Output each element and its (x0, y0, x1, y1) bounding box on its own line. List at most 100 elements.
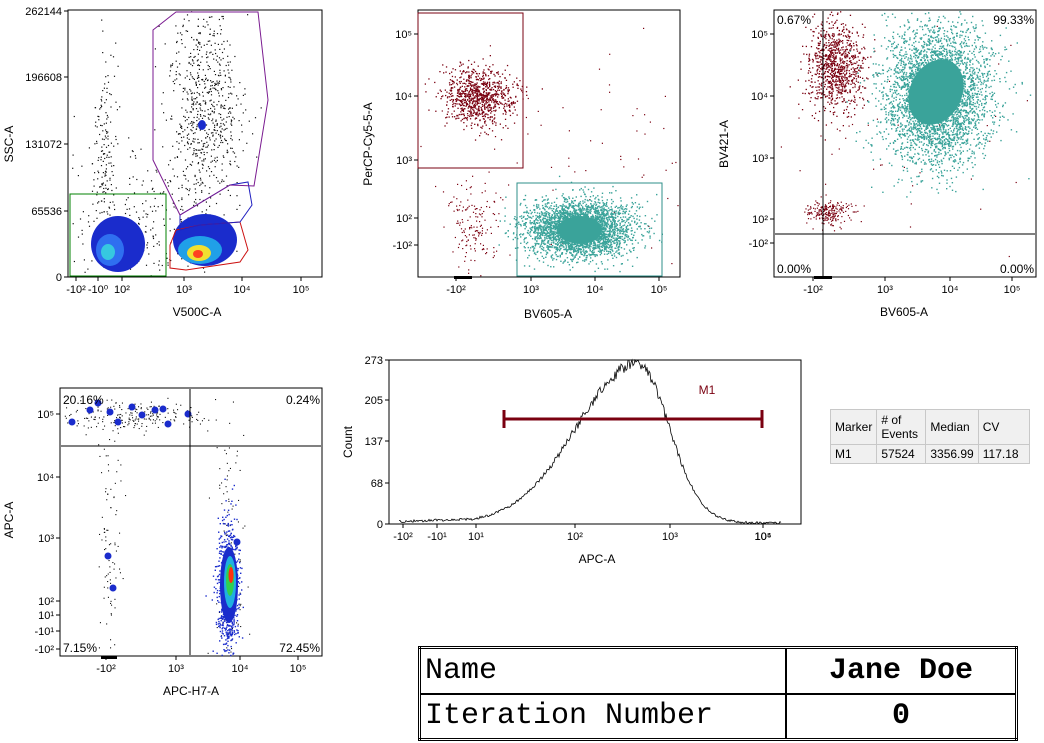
event-dot (486, 86, 488, 88)
event-dot (556, 223, 558, 226)
event-dot (209, 33, 211, 35)
event-dot (636, 218, 638, 220)
event-dot (592, 253, 594, 256)
event-dot (562, 243, 565, 245)
event-dot (607, 237, 610, 240)
event-dot (195, 84, 197, 86)
event-dot (425, 91, 427, 93)
event-dot (466, 236, 468, 238)
event-dot (604, 209, 607, 211)
event-dot (214, 166, 216, 168)
event-dot (193, 56, 195, 58)
event-dot (535, 253, 537, 256)
event-dot (209, 88, 211, 91)
event-dot (198, 76, 200, 79)
event-dot (509, 223, 511, 225)
event-dot (145, 225, 147, 227)
event-dot (467, 85, 470, 87)
event-dot (531, 238, 534, 240)
event-dot (105, 187, 107, 189)
event-dot (617, 240, 619, 242)
event-dot (533, 226, 536, 228)
event-dot (245, 109, 247, 111)
event-dot (451, 113, 453, 115)
event-dot (614, 234, 616, 236)
event-dot (554, 214, 556, 217)
event-dot (580, 208, 582, 210)
event-dot (596, 238, 599, 240)
event-dot (214, 108, 216, 110)
event-dot (612, 213, 614, 215)
event-dot (478, 73, 480, 75)
event-dot (555, 248, 557, 251)
event-dot (105, 174, 107, 176)
event-dot (486, 82, 488, 84)
event-dot (209, 28, 211, 30)
event-dot (626, 231, 628, 233)
event-dot (220, 74, 222, 76)
event-dot (474, 104, 476, 106)
event-dot (528, 254, 530, 257)
event-dot (552, 239, 554, 241)
event-dot (520, 202, 522, 205)
event-dot (649, 121, 651, 123)
event-dot (223, 156, 225, 158)
event-dot (463, 101, 466, 104)
event-dot (485, 96, 487, 98)
event-dot (490, 107, 493, 109)
event-dot (516, 114, 518, 116)
event-dot (471, 81, 473, 83)
event-dot (485, 75, 487, 77)
event-dot (556, 227, 559, 229)
event-dot (199, 49, 201, 51)
event-dot (105, 171, 107, 173)
event-dot (610, 212, 613, 214)
event-dot (497, 93, 499, 95)
event-dot (469, 80, 471, 83)
event-dot (638, 219, 641, 221)
event-dot (219, 134, 222, 136)
event-dot (198, 93, 200, 95)
event-dot (219, 64, 221, 66)
event-dot (474, 118, 476, 120)
event-dot (564, 248, 566, 251)
event-dot (592, 259, 594, 262)
event-dot (223, 70, 225, 72)
event-dot (497, 87, 499, 89)
event-dot (198, 103, 200, 105)
event-dot (450, 84, 452, 86)
event-dot (489, 206, 491, 208)
event-dot (201, 79, 203, 81)
event-dot (198, 118, 200, 120)
event-dot (504, 77, 506, 79)
event-dot (218, 18, 220, 21)
event-dot (187, 141, 189, 143)
event-dot (493, 106, 495, 108)
event-dot (474, 123, 476, 125)
event-dot (509, 254, 511, 256)
event-dot (212, 87, 214, 89)
event-dot (516, 84, 518, 86)
event-dot (603, 222, 606, 224)
event-dot (193, 152, 195, 154)
event-dot (461, 90, 463, 92)
event-dot (599, 243, 601, 245)
event-dot (640, 222, 642, 224)
event-dot (591, 249, 594, 252)
event-dot (581, 210, 583, 212)
event-dot (615, 251, 617, 253)
event-dot (614, 221, 616, 224)
event-dot (471, 204, 473, 206)
event-dot (555, 220, 557, 223)
event-dot (181, 126, 183, 128)
event-dot (100, 165, 103, 167)
event-dot (608, 230, 610, 233)
event-dot (606, 236, 608, 238)
event-dot (472, 72, 474, 74)
event-dot (622, 233, 624, 235)
event-dot (460, 76, 462, 78)
event-dot (571, 253, 574, 256)
event-dot (465, 104, 468, 106)
event-dot (206, 170, 208, 172)
event-dot (218, 80, 221, 82)
